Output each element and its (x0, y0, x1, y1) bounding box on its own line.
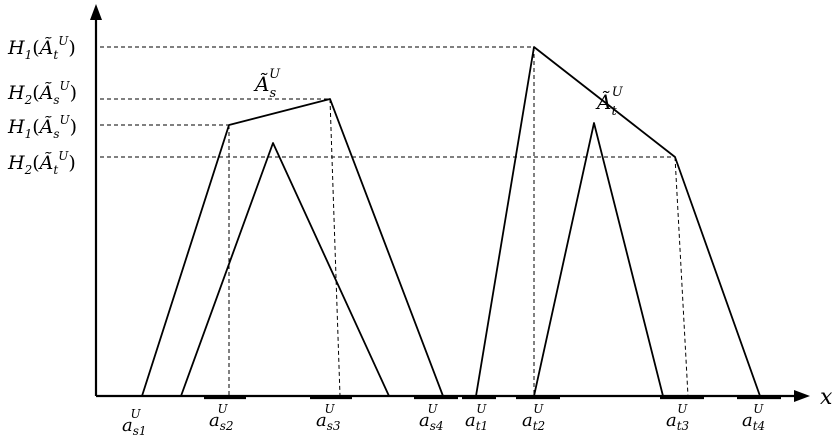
x-label-as3: as3U (316, 402, 341, 433)
y-label-h1-as: H1(ÃsU) (7, 113, 77, 141)
upper-trapezoid-at (475, 46, 761, 397)
drop-at3 (674, 156, 689, 397)
y-label-h2-at: H2(ÃtU) (7, 149, 76, 177)
lower-triangle-as (180, 142, 390, 397)
y-axis-arrow (90, 4, 102, 20)
x-label-as1: as1U (122, 407, 147, 438)
x-label-at2: at2U (522, 402, 545, 433)
drop-as3 (329, 98, 341, 397)
x-label-as4: as4U (419, 402, 444, 433)
vertex-drop-lines (228, 47, 689, 397)
lower-triangle-at (533, 122, 664, 397)
x-axis-label: x (820, 385, 833, 410)
x-label-at4: at4U (742, 402, 765, 433)
x-axis-arrow (794, 390, 810, 402)
upper-trapezoid-as (141, 98, 444, 397)
shape-label-at: ÃtU (595, 85, 624, 119)
y-label-h2-as: H2(ÃsU) (7, 79, 77, 107)
x-label-at1: at1U (465, 402, 488, 433)
x-label-at3: at3U (666, 402, 690, 433)
y-label-h1-at: H1(ÃtU) (7, 34, 76, 62)
x-label-as2: as2U (209, 402, 234, 433)
shape-label-as: ÃsU (253, 67, 281, 101)
height-reference-lines (100, 46, 675, 158)
